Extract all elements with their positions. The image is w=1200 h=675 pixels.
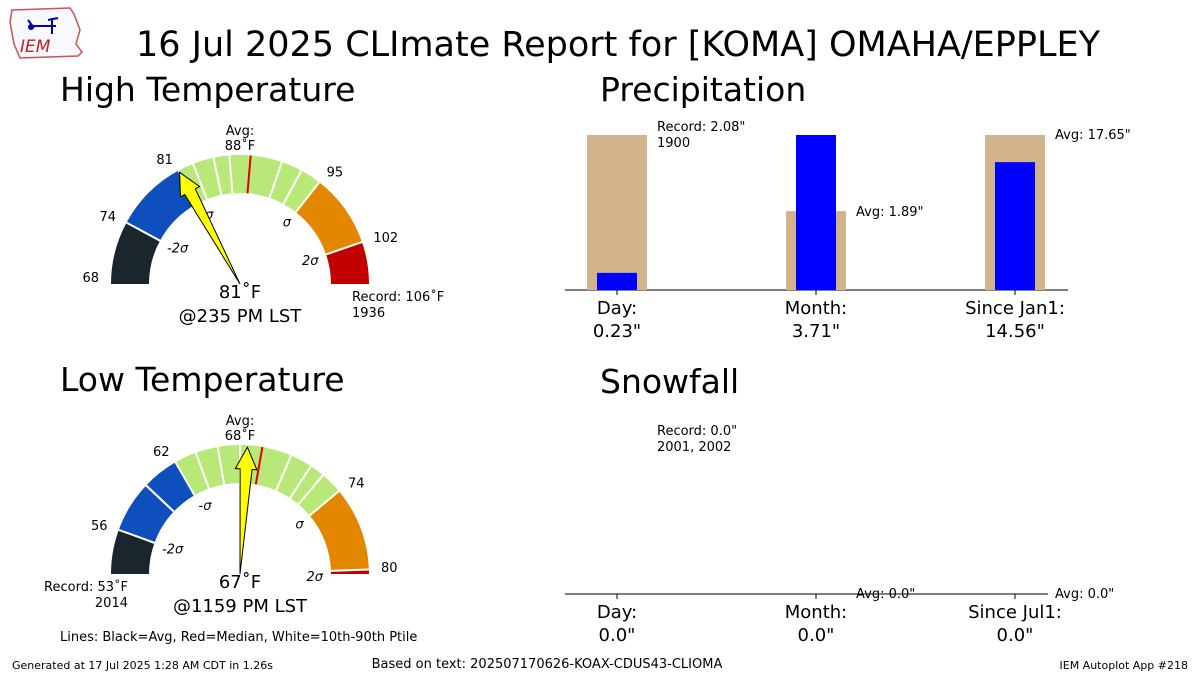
snow-reference-label-0: Record: 0.0" [657, 424, 737, 439]
snow-reference-label-2: Avg: 0.0" [1055, 587, 1114, 602]
low-percentile-line-1 [194, 452, 210, 489]
low-avg-value: 68˚F [225, 428, 256, 444]
low-percentile-line-2 [216, 446, 226, 485]
lines-legend: Lines: Black=Avg, Red=Median, White=10th… [60, 630, 417, 645]
low-tick-label-0: 56 [91, 519, 108, 534]
precip-observed-bar-0 [597, 272, 637, 290]
high-tick-label-3: 95 [327, 166, 344, 181]
snow-value-0: 0.0" [599, 625, 636, 646]
precip-reference-label-2: Avg: 17.65" [1055, 128, 1131, 143]
high-tick-label-2: 81 [156, 153, 173, 168]
low-tick-label-2: 74 [348, 476, 365, 491]
snow-value-1: 0.0" [798, 625, 835, 646]
low-needle-icon [234, 446, 258, 575]
snow-chart: Day:0.0"Record: 0.0"2001, 2002Month:0.0"… [565, 424, 1114, 646]
page-title: 16 Jul 2025 CLImate Report for [KOMA] OM… [136, 25, 1101, 65]
low-band-separator-3 [309, 490, 340, 517]
low-avg-label: Avg: [226, 414, 254, 429]
generated-note: Generated at 17 Jul 2025 1:28 AM CDT in … [12, 659, 273, 672]
high-sigma-label-3: 2σ [302, 254, 319, 269]
snow-value-2: 0.0" [997, 625, 1034, 646]
high-band-0 [111, 222, 160, 284]
snow-category-1: Month: [785, 602, 847, 623]
low-sigma-label-1: -σ [199, 499, 213, 514]
precip-value-2: 14.56" [985, 321, 1045, 342]
high-percentile-line-4 [282, 170, 303, 205]
low-observed-value: 67˚F [219, 572, 261, 593]
low-sigma-label-3: 2σ [306, 570, 323, 585]
precip-value-0: 0.23" [593, 321, 641, 342]
high-band-4 [326, 242, 369, 284]
precip-reference-year-0: 1900 [657, 136, 690, 151]
low-temp-title: Low Temperature [60, 360, 345, 399]
high-band-3 [295, 182, 363, 255]
high-band-separator-3 [325, 241, 363, 256]
precip-title: Precipitation [600, 70, 806, 109]
logo-text: IEM [20, 37, 51, 57]
low-sigma-label-2: σ [295, 518, 304, 533]
high-temp-title: High Temperature [60, 70, 355, 109]
high-tick-label-0: 68 [82, 271, 99, 286]
precip-category-2: Since Jan1: [965, 298, 1065, 319]
low-median-line [254, 446, 264, 485]
precip-reference-label-1: Avg: 1.89" [856, 205, 924, 220]
precip-chart: Day:0.23" Record: 2.08"1900 Month:3.71" Avg… [565, 120, 1131, 342]
high-band-1 [126, 170, 197, 241]
precip-value-1: 3.71" [792, 321, 840, 342]
low-percentile-line-4 [275, 455, 293, 491]
low-percentile-line-5 [289, 465, 312, 499]
high-record-label: Record: 106˚F [352, 289, 444, 305]
high-percentile-line-1 [212, 157, 223, 196]
high-tick-label-1: 74 [99, 210, 116, 225]
low-band-separator-4 [330, 568, 369, 572]
low-percentile-line-0 [145, 484, 175, 513]
iem-logo: IEM [9, 7, 83, 59]
high-tick-label-4: 102 [373, 231, 398, 246]
snow-reference-label-1: Avg: 0.0" [856, 587, 915, 602]
low-band-separator-0 [118, 528, 155, 544]
low-sigma-label-0: -2σ [162, 543, 184, 558]
high-band-separator-0 [126, 221, 161, 242]
high-percentile-line-2 [228, 155, 234, 194]
low-tick-label-1: 62 [153, 445, 170, 460]
low-observed-time: @1159 PM LST [173, 596, 308, 617]
precip-category-1: Month: [785, 298, 847, 319]
snow-category-2: Since Jul1: [968, 602, 1062, 623]
low-band-4 [309, 491, 369, 571]
high-sigma-label-0: -2σ [167, 241, 189, 256]
precip-observed-bar-1 [796, 135, 836, 290]
low-percentile-line-6 [297, 474, 324, 505]
high-avg-value: 88˚F [225, 138, 256, 154]
precip-reference-label-0: Record: 2.08" [657, 120, 745, 135]
high-observed-time: @235 PM LST [179, 306, 303, 327]
high-percentile-line-0 [192, 163, 208, 200]
high-avg-label: Avg: [226, 124, 254, 139]
precip-observed-bar-2 [995, 162, 1035, 290]
app-note: IEM Autoplot App #218 [1060, 659, 1189, 672]
high-percentile-line-3 [268, 161, 283, 199]
low-band-0 [111, 529, 155, 574]
low-temp-gauge: 56 62 74 80 -2σ -σ σ 2σ Avg:68˚F 67˚F @1159 PM LST… [44, 414, 398, 617]
high-median-line [246, 155, 252, 194]
high-sigma-label-2: σ [283, 216, 292, 231]
snow-title: Snowfall [600, 362, 739, 401]
low-record-year: 2014 [95, 596, 128, 611]
high-needle-icon [179, 171, 241, 285]
precip-reference-bar-0 [587, 135, 647, 290]
high-observed-value: 81˚F [219, 282, 261, 303]
source-text-note: Based on text: 202507170626-KOAX-CDUS43-… [372, 657, 723, 672]
high-band-separator-2 [295, 181, 321, 213]
snow-reference-year-0: 2001, 2002 [657, 440, 731, 455]
low-tick-label-3: 80 [381, 561, 398, 576]
low-band-separator-2 [174, 461, 196, 496]
station-dot-icon [28, 24, 34, 30]
precip-category-0: Day: [597, 298, 637, 319]
high-record-year: 1936 [352, 306, 385, 321]
snow-category-0: Day: [597, 602, 637, 623]
low-record-label: Record: 53˚F [44, 579, 128, 595]
